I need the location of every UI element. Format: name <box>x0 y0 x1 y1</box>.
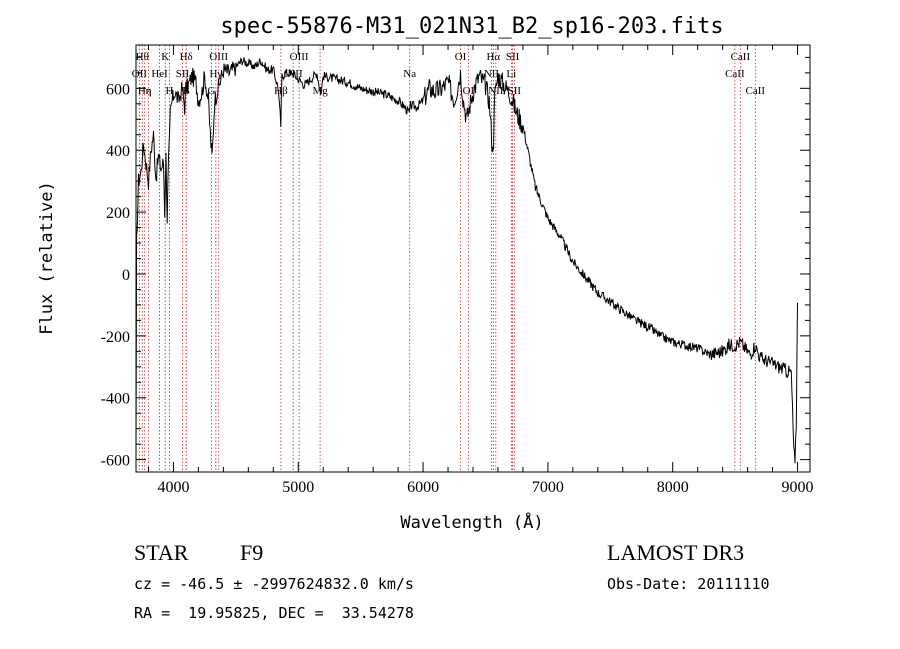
coordinates: RA = 19.95825, DEC = 33.54278 <box>134 604 414 622</box>
reference-line-label: OI <box>455 51 467 63</box>
y-tick-label: -400 <box>101 391 130 408</box>
x-tick-label: 8000 <box>657 479 689 496</box>
reference-line-label: Hα <box>486 51 500 63</box>
reference-line-label: K <box>161 51 169 63</box>
reference-line-label: SII <box>176 68 190 80</box>
chart-title: spec-55876-M31_021N31_B2_sp16-203.fits <box>220 14 723 39</box>
observation-date: Obs-Date: 20111110 <box>607 575 770 593</box>
x-tick-label: 7000 <box>532 479 564 496</box>
y-tick-label: 0 <box>122 267 130 284</box>
reference-line-label: Na <box>403 68 416 80</box>
reference-line-label: Hδ <box>180 51 193 63</box>
reference-line-label: OI <box>463 85 475 97</box>
reference-line-label: OII <box>132 68 148 80</box>
reference-line-label: HeI <box>151 68 168 80</box>
y-tick-label: -600 <box>101 453 130 470</box>
reference-line-label: Li <box>506 68 516 80</box>
x-axis-label: Wavelength (Å) <box>400 511 543 533</box>
reference-line-label: η <box>146 85 152 97</box>
reference-line-label: CaII <box>746 85 766 97</box>
redshift-readout: cz = -46.5 ± -2997624832.0 km/s <box>134 575 414 593</box>
y-tick-label: -200 <box>101 329 130 346</box>
x-tick-label: 4000 <box>157 479 189 496</box>
reference-line-label: OIII <box>209 51 228 63</box>
object-class: STAR <box>134 540 189 565</box>
reference-line-label: OIII <box>290 51 309 63</box>
reference-line-label: Hθ <box>136 51 149 63</box>
x-tick-label: 6000 <box>407 479 439 496</box>
reference-line-label: G <box>208 85 216 97</box>
x-tick-label: 9000 <box>782 479 814 496</box>
flux-series-line <box>135 57 798 464</box>
y-tick-label: 200 <box>106 205 130 222</box>
survey-name: LAMOST DR3 <box>607 540 745 565</box>
y-tick-label: 600 <box>106 81 130 98</box>
reference-line-label: CaII <box>731 51 751 63</box>
y-axis-label: Flux (relative) <box>37 181 57 335</box>
reference-line-label: SII <box>508 85 522 97</box>
y-axis-ticks: -600 -400 -200 0 200 400 600 <box>101 56 810 470</box>
reference-line-label: Hγ <box>209 68 222 80</box>
reference-line-label: SII <box>506 51 520 63</box>
plot-frame <box>135 44 811 473</box>
reference-lines <box>138 45 756 472</box>
reference-line-label: H <box>165 85 173 97</box>
x-tick-label: 5000 <box>282 479 314 496</box>
reference-line-label: CaII <box>725 68 745 80</box>
x-axis-ticks: 4000 5000 6000 7000 8000 9000 <box>147 45 814 496</box>
reference-line-label: NII <box>484 68 500 80</box>
y-tick-label: 400 <box>106 143 130 160</box>
object-subclass: F9 <box>240 540 264 565</box>
